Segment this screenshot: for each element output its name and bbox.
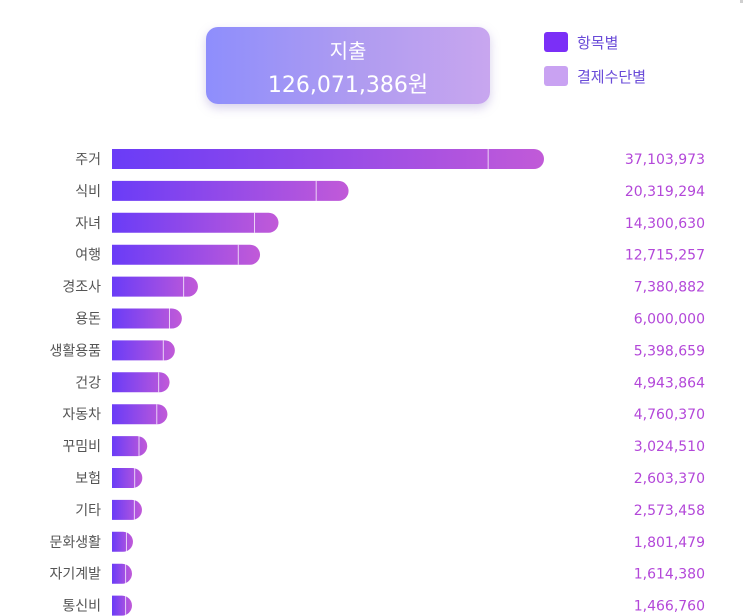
value-label-6: 5,398,659 (634, 343, 705, 359)
value-label-7: 4,943,864 (634, 375, 705, 391)
category-label-13: 자기계발 (49, 567, 101, 583)
value-label-12: 1,801,479 (634, 535, 705, 551)
summary-total: 126,071,386원 (267, 73, 429, 98)
category-label-1: 식비 (75, 184, 101, 200)
bar-11[interactable] (112, 499, 142, 520)
bar-8[interactable] (112, 404, 168, 425)
value-label-4: 7,380,882 (634, 280, 705, 296)
category-label-7: 건강 (75, 375, 101, 391)
legend-swatch-by-payment (544, 66, 568, 86)
bar-7[interactable] (112, 372, 170, 393)
value-label-5: 6,000,000 (634, 312, 705, 328)
bar-14[interactable] (112, 595, 132, 616)
bar-12[interactable] (112, 531, 133, 552)
bar-3[interactable] (112, 244, 261, 265)
category-label-0: 주거 (75, 152, 101, 168)
value-label-10: 2,603,370 (634, 471, 705, 487)
category-label-8: 자동차 (62, 407, 101, 423)
legend-item-by-payment[interactable]: 결제수단별 (544, 64, 646, 88)
bar-0[interactable] (112, 149, 544, 169)
value-label-11: 2,573,458 (634, 503, 705, 519)
legend-label-by-payment: 결제수단별 (577, 67, 647, 86)
bar-2[interactable] (112, 212, 279, 233)
bar-1[interactable] (112, 180, 349, 201)
bar-5[interactable] (112, 308, 182, 329)
legend-label-by-category: 항목별 (577, 33, 619, 52)
bar-9[interactable] (112, 436, 148, 457)
corner-mark (740, 0, 743, 3)
category-label-12: 문화생활 (49, 535, 101, 551)
summary-title: 지출 (329, 39, 367, 63)
category-label-2: 자녀 (75, 216, 101, 232)
legend-item-by-category[interactable]: 항목별 (544, 30, 646, 54)
value-label-2: 14,300,630 (625, 216, 705, 232)
category-label-5: 용돈 (75, 312, 101, 328)
value-label-14: 1,466,760 (634, 599, 705, 615)
total-expense-summary: 지출 126,071,386원 (206, 27, 490, 104)
value-label-9: 3,024,510 (634, 439, 705, 455)
category-label-14: 통신비 (62, 599, 101, 615)
category-label-10: 보험 (75, 471, 101, 487)
value-label-0: 37,103,973 (625, 152, 705, 168)
value-label-3: 12,715,257 (625, 248, 705, 264)
bar-6[interactable] (112, 340, 175, 361)
category-label-3: 여행 (75, 248, 101, 264)
value-label-8: 4,760,370 (634, 407, 705, 423)
legend-swatch-by-category (544, 32, 568, 52)
bar-13[interactable] (112, 563, 132, 584)
chart-legend: 항목별 결제수단별 (544, 30, 646, 98)
category-label-4: 경조사 (62, 280, 101, 296)
category-label-9: 꾸밈비 (62, 439, 101, 455)
bar-10[interactable] (112, 468, 143, 488)
value-label-1: 20,319,294 (625, 184, 705, 200)
value-label-13: 1,614,380 (634, 567, 705, 583)
category-label-11: 기타 (75, 503, 101, 519)
bar-4[interactable] (112, 276, 198, 297)
category-label-6: 생활용품 (49, 343, 101, 359)
